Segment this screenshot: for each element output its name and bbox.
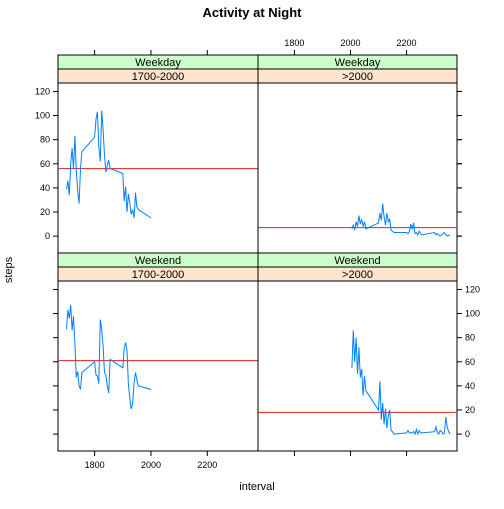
strip-time-label: >2000 [342,269,373,281]
panels-layer: Weekday 1700-2000 0 20 40 60 80 100 120 Weekday >2… [35,38,480,470]
panel-frame [57,82,259,254]
y-tick-label: 60 [40,159,50,169]
y-tick-label: 120 [35,86,50,96]
y-tick-label: 0 [45,231,50,241]
y-tick-label: 80 [465,333,475,343]
y-tick-label: 120 [465,284,480,294]
x-tick-label: 2200 [197,460,217,470]
series-line [66,110,152,219]
strip-time-label: >2000 [342,71,373,83]
y-tick-label: 20 [465,405,475,415]
strip-day-label: Weekday [335,57,381,69]
panel-frame [57,280,259,452]
y-axis-label: steps [3,256,15,283]
panel-2: Weekend 1700-2000 1800 2000 2200 [53,252,259,470]
panel-0: Weekday 1700-2000 0 20 40 60 80 100 120 [35,50,259,254]
strip-day-label: Weekday [135,57,181,69]
y-tick-label: 100 [35,111,50,121]
x-tick-label: 1800 [284,38,304,48]
x-tick-label: 1800 [85,460,105,470]
x-tick-label: 2000 [340,38,360,48]
y-tick-label: 0 [465,429,470,439]
series-line [351,203,451,237]
y-tick-label: 60 [465,357,475,367]
strip-time-label: 1700-2000 [132,269,185,281]
series-line [66,305,152,409]
panel-3: Weekend >2000 0 20 40 60 80 100 120 [257,252,480,456]
y-tick-label: 80 [40,135,50,145]
x-tick-label: 2000 [141,460,161,470]
strip-day-label: Weekend [334,255,380,267]
y-tick-label: 20 [40,207,50,217]
x-tick-label: 2200 [397,38,417,48]
chart-title: Activity at Night [203,5,303,20]
panel-1: Weekday >2000 1800 2000 2200 [257,38,462,254]
panel-frame [257,280,458,452]
strip-time-label: 1700-2000 [132,71,185,83]
y-tick-label: 40 [40,183,50,193]
series-line [351,330,451,436]
strip-day-label: Weekend [135,255,181,267]
y-tick-label: 40 [465,381,475,391]
x-axis-label: interval [239,481,274,493]
y-tick-label: 100 [465,309,480,319]
